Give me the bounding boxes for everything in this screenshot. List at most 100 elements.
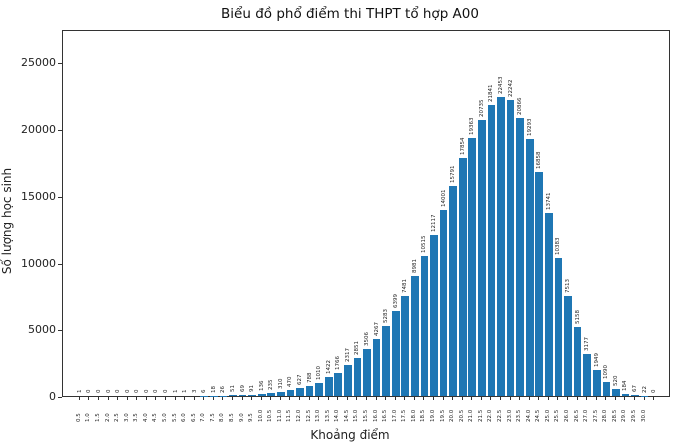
x-tick-mark bbox=[375, 397, 377, 400]
x-tick-label: 11.5 bbox=[286, 409, 293, 422]
bar-value-label: 788 bbox=[306, 372, 313, 383]
x-tick-label: 26.5 bbox=[573, 409, 580, 422]
bar-value-label: 19293 bbox=[526, 118, 533, 137]
bar-value-label: 2851 bbox=[354, 341, 361, 356]
bar-value-label: 0 bbox=[105, 389, 112, 394]
x-tick-mark bbox=[614, 397, 616, 400]
bar-value-label: 8981 bbox=[411, 259, 418, 274]
bar-value-label: 3506 bbox=[364, 332, 370, 347]
bar-value-label: 5283 bbox=[383, 308, 390, 323]
bar bbox=[545, 213, 553, 396]
bar bbox=[430, 234, 438, 396]
y-tick-label: 0 bbox=[49, 390, 56, 403]
x-tick-mark bbox=[471, 397, 473, 400]
x-tick-label: 18.0 bbox=[410, 409, 417, 422]
bar-value-label: 7513 bbox=[565, 279, 572, 294]
x-tick-mark bbox=[164, 397, 166, 400]
x-tick-mark bbox=[461, 397, 463, 400]
bar-value-label: 4267 bbox=[373, 322, 380, 337]
plot-area: 1 0 0 0 0 0 0 0 0 0 1 1 3 6 18 26 51 69 91 136 235 310 470 627 7… bbox=[62, 30, 670, 397]
bar bbox=[631, 395, 639, 396]
x-tick-mark bbox=[519, 397, 521, 400]
bar-value-label: 470 bbox=[287, 376, 294, 387]
x-tick-label: 27.0 bbox=[583, 409, 590, 422]
x-tick-mark bbox=[480, 397, 482, 400]
bar-value-label: 67 bbox=[632, 385, 639, 393]
bar-value-label: 26 bbox=[220, 385, 227, 393]
x-tick-mark bbox=[423, 397, 425, 400]
x-tick-mark bbox=[528, 397, 530, 400]
x-tick-mark bbox=[126, 397, 128, 400]
x-tick-label: 6.5 bbox=[190, 413, 197, 422]
bar bbox=[401, 296, 410, 396]
x-tick-mark bbox=[442, 397, 444, 400]
bar bbox=[353, 358, 362, 396]
bar-value-label: 21841 bbox=[488, 84, 495, 103]
x-tick-mark bbox=[155, 397, 157, 400]
bar-value-label: 184 bbox=[622, 380, 629, 391]
x-tick-mark bbox=[97, 397, 99, 400]
bar bbox=[458, 158, 467, 396]
x-tick-label: 22.0 bbox=[487, 409, 494, 422]
x-tick-mark bbox=[337, 397, 339, 400]
bar-value-label: 235 bbox=[268, 379, 275, 390]
x-tick-mark bbox=[595, 397, 597, 400]
x-tick-mark bbox=[318, 397, 320, 400]
x-tick-label: 3.0 bbox=[123, 413, 130, 422]
x-tick-mark bbox=[279, 397, 281, 400]
x-tick-mark bbox=[624, 397, 626, 400]
bar bbox=[506, 99, 515, 396]
x-tick-mark bbox=[346, 397, 348, 400]
bar bbox=[411, 276, 419, 396]
x-tick-label: 17.5 bbox=[401, 409, 408, 422]
x-tick-mark bbox=[404, 397, 406, 400]
x-tick-mark bbox=[509, 397, 511, 400]
bar-value-label: 7481 bbox=[402, 279, 409, 294]
bar-value-label: 0 bbox=[153, 389, 160, 394]
bar-value-label: 0 bbox=[86, 389, 93, 394]
bar-value-label: 520 bbox=[612, 375, 619, 387]
bar-value-label: 136 bbox=[258, 380, 265, 392]
x-tick-mark bbox=[547, 397, 549, 400]
x-tick-mark bbox=[174, 397, 176, 400]
x-tick-mark bbox=[586, 397, 588, 400]
bar bbox=[391, 310, 400, 396]
x-tick-mark bbox=[538, 397, 540, 400]
x-tick-mark bbox=[222, 397, 224, 400]
x-tick-mark bbox=[308, 397, 310, 400]
x-tick-mark bbox=[107, 397, 109, 400]
bar-value-label: 1949 bbox=[593, 353, 600, 368]
x-tick-label: 14.5 bbox=[343, 409, 350, 422]
x-tick-mark bbox=[643, 397, 645, 400]
x-tick-label: 30.0 bbox=[640, 409, 647, 422]
x-tick-label: 27.5 bbox=[592, 409, 599, 422]
x-tick-label: 14.0 bbox=[334, 409, 341, 422]
y-tick-label: 25000 bbox=[21, 56, 56, 70]
bar-value-label: 0 bbox=[651, 389, 658, 394]
x-tick-label: 24.5 bbox=[535, 409, 542, 422]
x-tick-label: 25.0 bbox=[544, 409, 551, 422]
x-tick-mark bbox=[251, 397, 253, 400]
bar-value-label: 6399 bbox=[392, 293, 399, 308]
x-tick-label: 29.0 bbox=[621, 409, 628, 422]
bar-value-label: 0 bbox=[143, 389, 150, 394]
y-tick-mark bbox=[58, 397, 62, 398]
bar-value-label: 18 bbox=[210, 385, 217, 393]
x-tick-label: 2.5 bbox=[114, 413, 121, 422]
bar bbox=[363, 349, 371, 396]
x-tick-label: 16.5 bbox=[382, 409, 389, 422]
bar-value-label: 1090 bbox=[603, 364, 610, 379]
y-axis-label: Số lượng học sinh bbox=[0, 167, 14, 275]
bar-value-label: 0 bbox=[134, 389, 141, 394]
y-tick-mark bbox=[58, 130, 62, 132]
bar bbox=[305, 385, 314, 396]
bar-value-label: 2317 bbox=[344, 348, 351, 363]
x-tick-label: 8.0 bbox=[219, 413, 226, 422]
x-tick-mark bbox=[576, 397, 578, 400]
y-tick-label: 15000 bbox=[21, 189, 56, 203]
y-tick-label: 5000 bbox=[28, 323, 56, 337]
y-tick-mark bbox=[58, 263, 62, 265]
bar bbox=[449, 185, 457, 396]
y-tick-label: 10000 bbox=[21, 256, 56, 270]
x-tick-mark bbox=[193, 397, 195, 400]
